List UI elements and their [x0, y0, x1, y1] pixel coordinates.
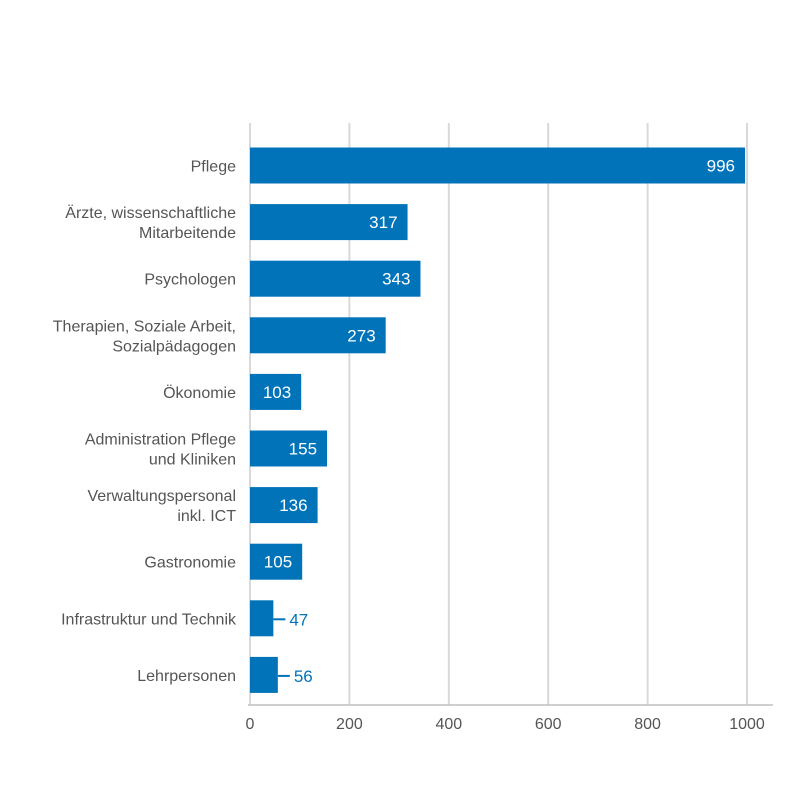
bar-value-label: 47 [289, 610, 308, 629]
category-label-line: Psychologen [144, 272, 236, 289]
bar [250, 656, 278, 693]
bar-value-label: 105 [264, 553, 292, 572]
category-label: Psychologen [144, 272, 236, 289]
category-label-line: und Kliniken [149, 452, 236, 469]
bar [250, 204, 408, 241]
bar [250, 543, 303, 580]
x-tick-label: 200 [336, 716, 363, 733]
category-label-line: Gastronomie [144, 555, 236, 572]
category-label: Lehrpersonen [137, 668, 236, 685]
bar-value-label: 103 [263, 383, 291, 402]
category-label-line: Sozialpädagogen [112, 338, 236, 355]
category-label-line: Ökonomie [163, 384, 236, 402]
bar [250, 430, 328, 467]
bar [250, 600, 274, 637]
bar-value-label: 56 [294, 667, 313, 686]
category-label: Gastronomie [144, 555, 236, 572]
x-tick-label: 400 [435, 716, 462, 733]
bar [250, 260, 421, 297]
bars: 996 317 343 273 103 155 136 105 47 56 [250, 147, 746, 693]
category-label: Verwaltungspersonal inkl. ICT [87, 488, 236, 525]
category-label-line: Administration Pflege [85, 432, 236, 449]
x-tick-label: 600 [535, 716, 562, 733]
x-tick-label: 1000 [729, 716, 765, 733]
bar-value-label: 273 [347, 326, 375, 345]
bar-value-label: 136 [279, 496, 307, 515]
category-label-line: Pflege [191, 159, 236, 176]
bar [250, 317, 386, 354]
category-label-line: Lehrpersonen [137, 668, 236, 685]
category-label-line: inkl. ICT [177, 508, 236, 525]
category-label-line: Ärzte, wissenschaftliche [65, 204, 236, 222]
x-tick-label: 800 [634, 716, 661, 733]
x-axis-ticks: 0 200 400 600 800 1000 [246, 716, 765, 733]
category-label: Administration Pflege und Kliniken [85, 432, 236, 469]
category-label-line: Therapien, Soziale Arbeit, [53, 318, 236, 335]
x-tick-label: 0 [246, 716, 255, 733]
category-label: Therapien, Soziale Arbeit, Sozialpädagoge… [53, 318, 236, 355]
bar-value-label: 155 [289, 440, 317, 459]
category-label-line: Mitarbeitende [139, 225, 236, 242]
category-label: Infrastruktur und Technik [61, 611, 237, 628]
bar [250, 373, 302, 410]
category-label: Ärzte, wissenschaftliche Mitarbeitende [65, 204, 236, 242]
bar [250, 147, 746, 184]
bar [250, 487, 318, 524]
category-label-line: Infrastruktur und Technik [61, 611, 237, 628]
category-labels: Pflege Ärzte, wissenschaftliche Mitarbeite… [53, 159, 237, 685]
category-label: Pflege [191, 159, 236, 176]
bar-value-label: 996 [707, 157, 735, 176]
bar-value-label: 343 [382, 270, 410, 289]
category-label: Ökonomie [163, 384, 236, 402]
category-label-line: Verwaltungspersonal [87, 488, 236, 505]
bar-value-label: 317 [369, 213, 397, 232]
